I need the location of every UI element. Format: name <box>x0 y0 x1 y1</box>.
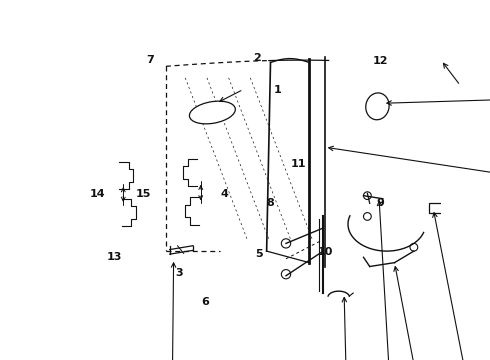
Text: 6: 6 <box>201 297 210 307</box>
Text: 3: 3 <box>175 268 183 278</box>
Text: 11: 11 <box>291 159 306 169</box>
Text: 13: 13 <box>107 252 122 262</box>
Text: 7: 7 <box>147 55 154 65</box>
Circle shape <box>364 213 371 220</box>
Text: 14: 14 <box>90 189 105 199</box>
Ellipse shape <box>190 101 235 124</box>
Circle shape <box>410 243 418 251</box>
Text: 2: 2 <box>253 53 261 63</box>
Circle shape <box>281 270 291 279</box>
Text: 12: 12 <box>372 56 388 66</box>
Text: 10: 10 <box>318 247 333 257</box>
Text: 5: 5 <box>255 249 263 259</box>
Circle shape <box>364 192 371 199</box>
Text: 15: 15 <box>135 189 150 199</box>
Ellipse shape <box>366 93 389 120</box>
Circle shape <box>281 239 291 248</box>
Text: 9: 9 <box>376 198 384 208</box>
Text: 4: 4 <box>220 189 228 199</box>
FancyBboxPatch shape <box>429 203 446 213</box>
Text: 1: 1 <box>274 85 282 95</box>
Text: 8: 8 <box>266 198 274 208</box>
